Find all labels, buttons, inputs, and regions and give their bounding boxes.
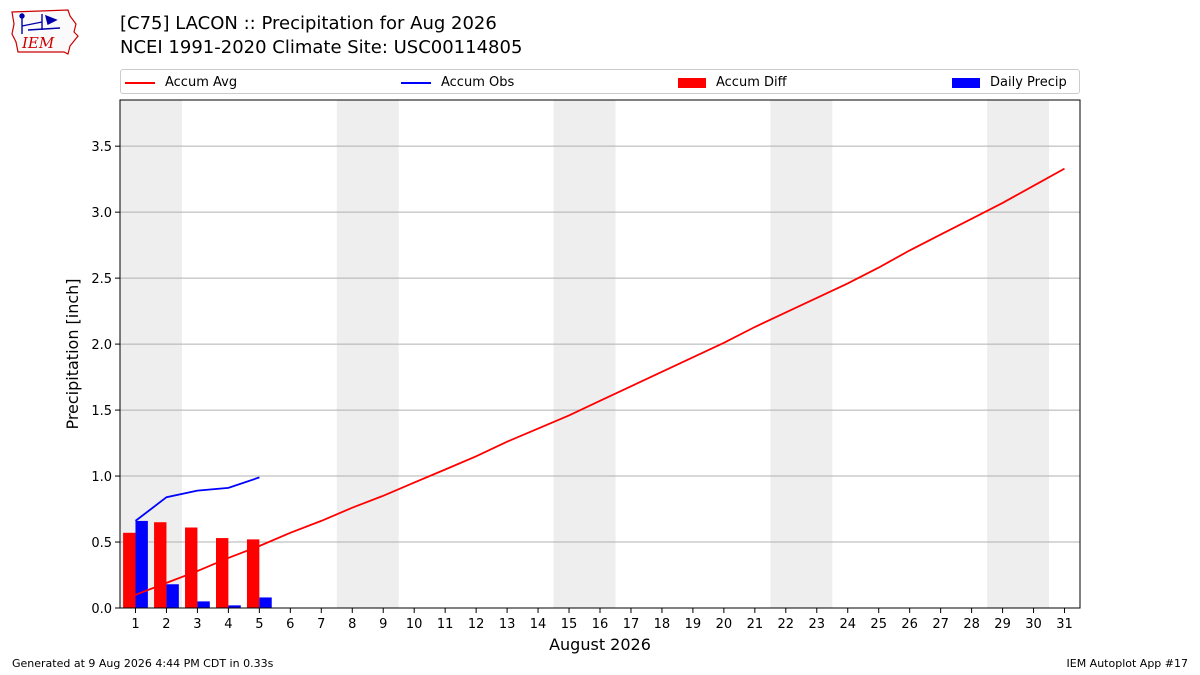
accum-diff-bar (246, 539, 260, 608)
legend-label-accum-avg: Accum Avg (165, 75, 238, 90)
x-tick-label: 2 (162, 617, 170, 632)
x-tick-label: 6 (286, 617, 294, 632)
x-tick-label: 5 (255, 617, 263, 632)
chart-title: [C75] LACON :: Precipitation for Aug 202… (120, 13, 497, 34)
y-axis-label: Precipitation [inch] (63, 278, 82, 429)
x-tick-label: 24 (839, 617, 856, 632)
x-tick-label: 7 (317, 617, 325, 632)
y-tick-label: 3.5 (91, 140, 112, 155)
x-tick-label: 9 (379, 617, 387, 632)
weekend-band (553, 100, 616, 608)
legend-item-accum-avg: Accum Avg (125, 70, 237, 95)
x-tick-label: 12 (468, 617, 485, 632)
x-tick-label: 20 (716, 617, 733, 632)
x-tick-label: 8 (348, 617, 356, 632)
logo-text: IEM (21, 34, 55, 52)
legend-item-accum-diff: Accum Diff (678, 70, 787, 95)
daily-precip-bar (166, 584, 179, 608)
x-tick-label: 3 (193, 617, 201, 632)
generated-timestamp: Generated at 9 Aug 2026 4:44 PM CDT in 0… (12, 657, 274, 670)
y-tick-label: 2.5 (91, 272, 112, 287)
daily-precip-bar (228, 605, 241, 608)
legend-swatch-accum-avg (125, 81, 155, 84)
x-tick-label: 15 (561, 617, 578, 632)
autoplot-app-label: IEM Autoplot App #17 (1066, 657, 1189, 670)
x-tick-label: 21 (747, 617, 764, 632)
x-tick-label: 22 (778, 617, 795, 632)
accum-diff-bar (154, 522, 167, 608)
x-tick-label: 1 (131, 617, 139, 632)
accum-diff-bar (216, 538, 229, 608)
weekend-band (120, 100, 182, 608)
legend-item-accum-obs: Accum Obs (401, 70, 514, 95)
iem-logo: IEM (11, 9, 79, 55)
x-tick-label: 14 (530, 617, 547, 632)
x-tick-label: 27 (932, 617, 949, 632)
y-tick-label: 2.0 (91, 338, 112, 353)
y-tick-label: 1.0 (91, 470, 112, 485)
x-tick-label: 29 (994, 617, 1011, 632)
x-tick-label: 19 (685, 617, 702, 632)
y-tick-label: 1.5 (91, 404, 112, 419)
weekend-band (987, 100, 1050, 608)
legend-label-daily-precip: Daily Precip (990, 75, 1067, 90)
legend-item-daily-precip: Daily Precip (952, 70, 1067, 95)
chart-subtitle: NCEI 1991-2020 Climate Site: USC00114805 (120, 37, 523, 58)
legend-label-accum-diff: Accum Diff (716, 75, 787, 90)
x-tick-label: 11 (437, 617, 454, 632)
weather-station-icon (19, 13, 61, 34)
y-tick-label: 0.0 (91, 602, 112, 617)
iowa-map-outline (11, 9, 79, 55)
x-tick-label: 18 (654, 617, 671, 632)
daily-precip-bar (135, 520, 148, 608)
accum-diff-bar (185, 527, 198, 608)
x-tick-label: 13 (499, 617, 516, 632)
accum-avg-line (135, 167, 1065, 596)
x-tick-label: 26 (901, 617, 918, 632)
x-tick-label: 28 (963, 617, 980, 632)
daily-precip-bar (259, 597, 272, 608)
x-tick-label: 10 (406, 617, 423, 632)
accum-obs-line (134, 476, 260, 522)
y-tick-label: 3.0 (91, 206, 112, 221)
x-tick-label: 17 (623, 617, 640, 632)
weekend-band (336, 100, 399, 608)
x-axis-label: August 2026 (549, 635, 651, 654)
x-tick-label: 25 (870, 617, 887, 632)
accum-diff-bar (123, 532, 136, 608)
legend-swatch-accum-obs (401, 81, 431, 84)
legend-swatch-accum-diff (678, 77, 706, 88)
chart-legend: Accum Avg Accum Obs Accum Diff Daily Pre… (120, 69, 1080, 94)
x-tick-label: 16 (592, 617, 609, 632)
legend-label-accum-obs: Accum Obs (441, 75, 515, 90)
x-tick-label: 31 (1056, 617, 1073, 632)
x-tick-label: 4 (224, 617, 232, 632)
x-tick-label: 23 (809, 617, 826, 632)
legend-swatch-daily-precip (952, 77, 980, 88)
weekend-band (770, 100, 833, 608)
y-tick-label: 0.5 (91, 536, 112, 551)
x-tick-label: 30 (1025, 617, 1042, 632)
daily-precip-bar (197, 601, 210, 608)
